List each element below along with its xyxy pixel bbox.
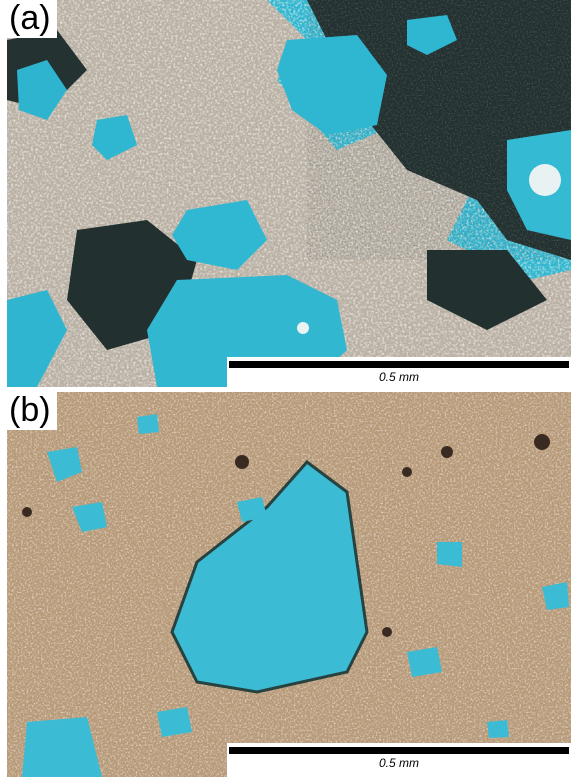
panel-label-b: (b)	[7, 392, 57, 430]
scale-bar-box-b: 0.5 mm	[227, 743, 571, 777]
scale-bar-b	[229, 747, 569, 754]
micrograph-image-a	[7, 0, 571, 387]
panel-label-a: (a)	[7, 0, 57, 38]
micrograph-image-b	[7, 392, 571, 777]
scale-bar-label-b: 0.5 mm	[378, 756, 419, 770]
scale-bar-a	[229, 361, 569, 368]
micrograph-panel-a: (a) 0.5 mm	[7, 0, 571, 387]
scale-bar-box-a: 0.5 mm	[227, 357, 571, 387]
scale-bar-label-a: 0.5 mm	[378, 370, 419, 384]
micrograph-panel-b: (b) 0.5 mm	[7, 392, 571, 777]
